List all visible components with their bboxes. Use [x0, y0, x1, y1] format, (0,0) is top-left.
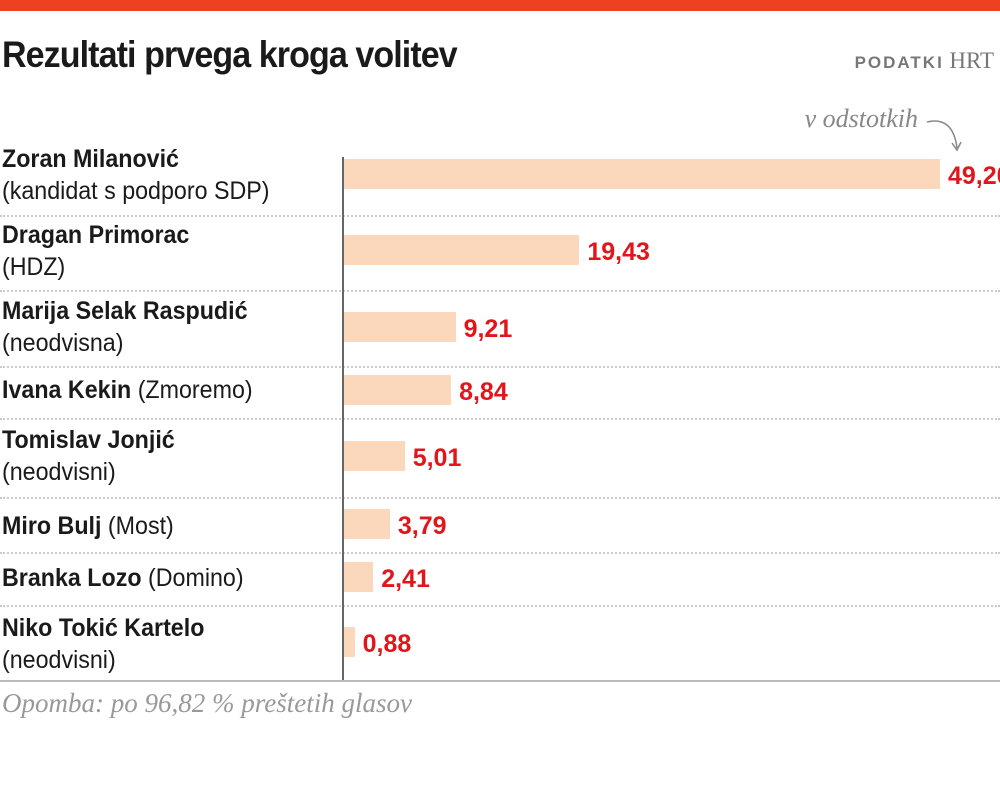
candidate-label: Dragan Primorac (HDZ) [2, 219, 189, 283]
value-label: 5,01 [412, 444, 462, 472]
candidate-label: Niko Tokić Kartelo (neodvisni) [2, 612, 204, 676]
footnote: Opomba: po 96,82 % preštetih glasov [2, 688, 412, 718]
bar [344, 441, 405, 471]
value-label: 9,21 [463, 315, 513, 343]
bar [344, 375, 452, 405]
value-label: 19,43 [587, 238, 650, 266]
candidate-name: Niko Tokić Kartelo [2, 614, 205, 642]
candidate-label: Marija Selak Raspudić (neodvisna) [2, 295, 248, 359]
row-separator [0, 418, 1000, 420]
chart-title: Rezultati prvega kroga volitev [2, 34, 458, 75]
value-label: 8,84 [459, 378, 508, 406]
source-name: HRT [949, 48, 994, 73]
value-label: 3,79 [397, 512, 447, 540]
candidate-label: Miro Bulj (Most) [2, 510, 174, 542]
row-separator [0, 497, 1000, 499]
bar [344, 235, 580, 265]
candidate-party: (neodvisni) [2, 646, 116, 674]
source-credit: PODATKI HRT [855, 48, 994, 74]
candidate-label: Zoran Milanović (kandidat s podporo SDP) [2, 143, 270, 207]
value-label: 0,88 [362, 630, 412, 658]
y-axis-line [342, 157, 344, 681]
candidate-label: Ivana Kekin (Zmoremo) [2, 374, 253, 406]
candidate-party: (Zmoremo) [137, 376, 253, 404]
candidate-party: (neodvisna) [2, 329, 124, 357]
candidate-party: (HDZ) [2, 253, 66, 281]
candidate-name: Miro Bulj [2, 512, 102, 540]
bar [344, 562, 374, 592]
candidate-label: Tomislav Jonjić (neodvisni) [2, 424, 175, 488]
candidate-name: Dragan Primorac [2, 221, 190, 249]
bar [344, 509, 390, 539]
bar [344, 312, 456, 342]
candidate-name: Marija Selak Raspudić [2, 297, 248, 325]
baseline [0, 680, 1000, 682]
candidate-party: (Most) [107, 512, 174, 540]
candidate-party: (neodvisni) [2, 458, 116, 486]
value-label: 2,41 [381, 565, 430, 593]
candidate-label: Branka Lozo (Domino) [2, 562, 244, 594]
candidate-party: (Domino) [147, 564, 244, 592]
source-label: PODATKI [854, 53, 944, 72]
curved-arrow-icon [926, 120, 962, 152]
row-separator [0, 215, 1000, 217]
candidate-name: Branka Lozo [2, 564, 142, 592]
top-accent-bar [0, 0, 1000, 11]
candidate-name: Ivana Kekin [2, 376, 132, 404]
unit-label: v odstotkih [804, 104, 918, 133]
row-separator [0, 366, 1000, 368]
bar [344, 627, 355, 657]
candidate-name: Tomislav Jonjić [2, 426, 175, 454]
candidate-name: Zoran Milanović [2, 145, 179, 173]
row-separator [0, 605, 1000, 607]
value-label: 49,20 [948, 162, 1000, 190]
bar [344, 159, 940, 189]
row-separator [0, 552, 1000, 554]
candidate-party: (kandidat s podporo SDP) [2, 177, 270, 205]
row-separator [0, 290, 1000, 292]
